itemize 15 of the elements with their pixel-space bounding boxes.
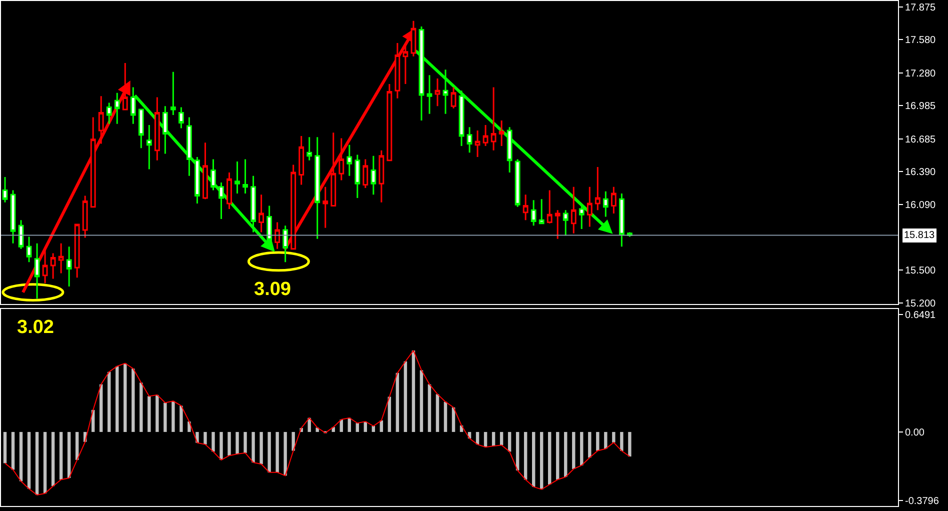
y-tick-label: 17.280 [905, 68, 936, 80]
y-tick-label: 16.090 [905, 200, 936, 212]
y-tick-label: 16.685 [905, 134, 936, 146]
y-tick-label: 17.580 [905, 35, 936, 46]
annotation: 3.09 [254, 279, 291, 300]
y-tick-label: 15.200 [905, 298, 936, 310]
annotation: 3.02 [17, 317, 54, 338]
y-tick-label: 16.985 [905, 101, 936, 112]
y-tick-label: 0.00 [905, 427, 925, 438]
y-tick-label: 15.500 [905, 265, 936, 276]
y-tick-label: 16.390 [905, 166, 936, 178]
y-tick-label: 0.6491 [905, 310, 936, 322]
y-tick-label: 17.875 [905, 2, 936, 14]
ref-line-label: 15.813 [904, 230, 936, 241]
y-tick-label: -0.3796 [905, 496, 940, 508]
